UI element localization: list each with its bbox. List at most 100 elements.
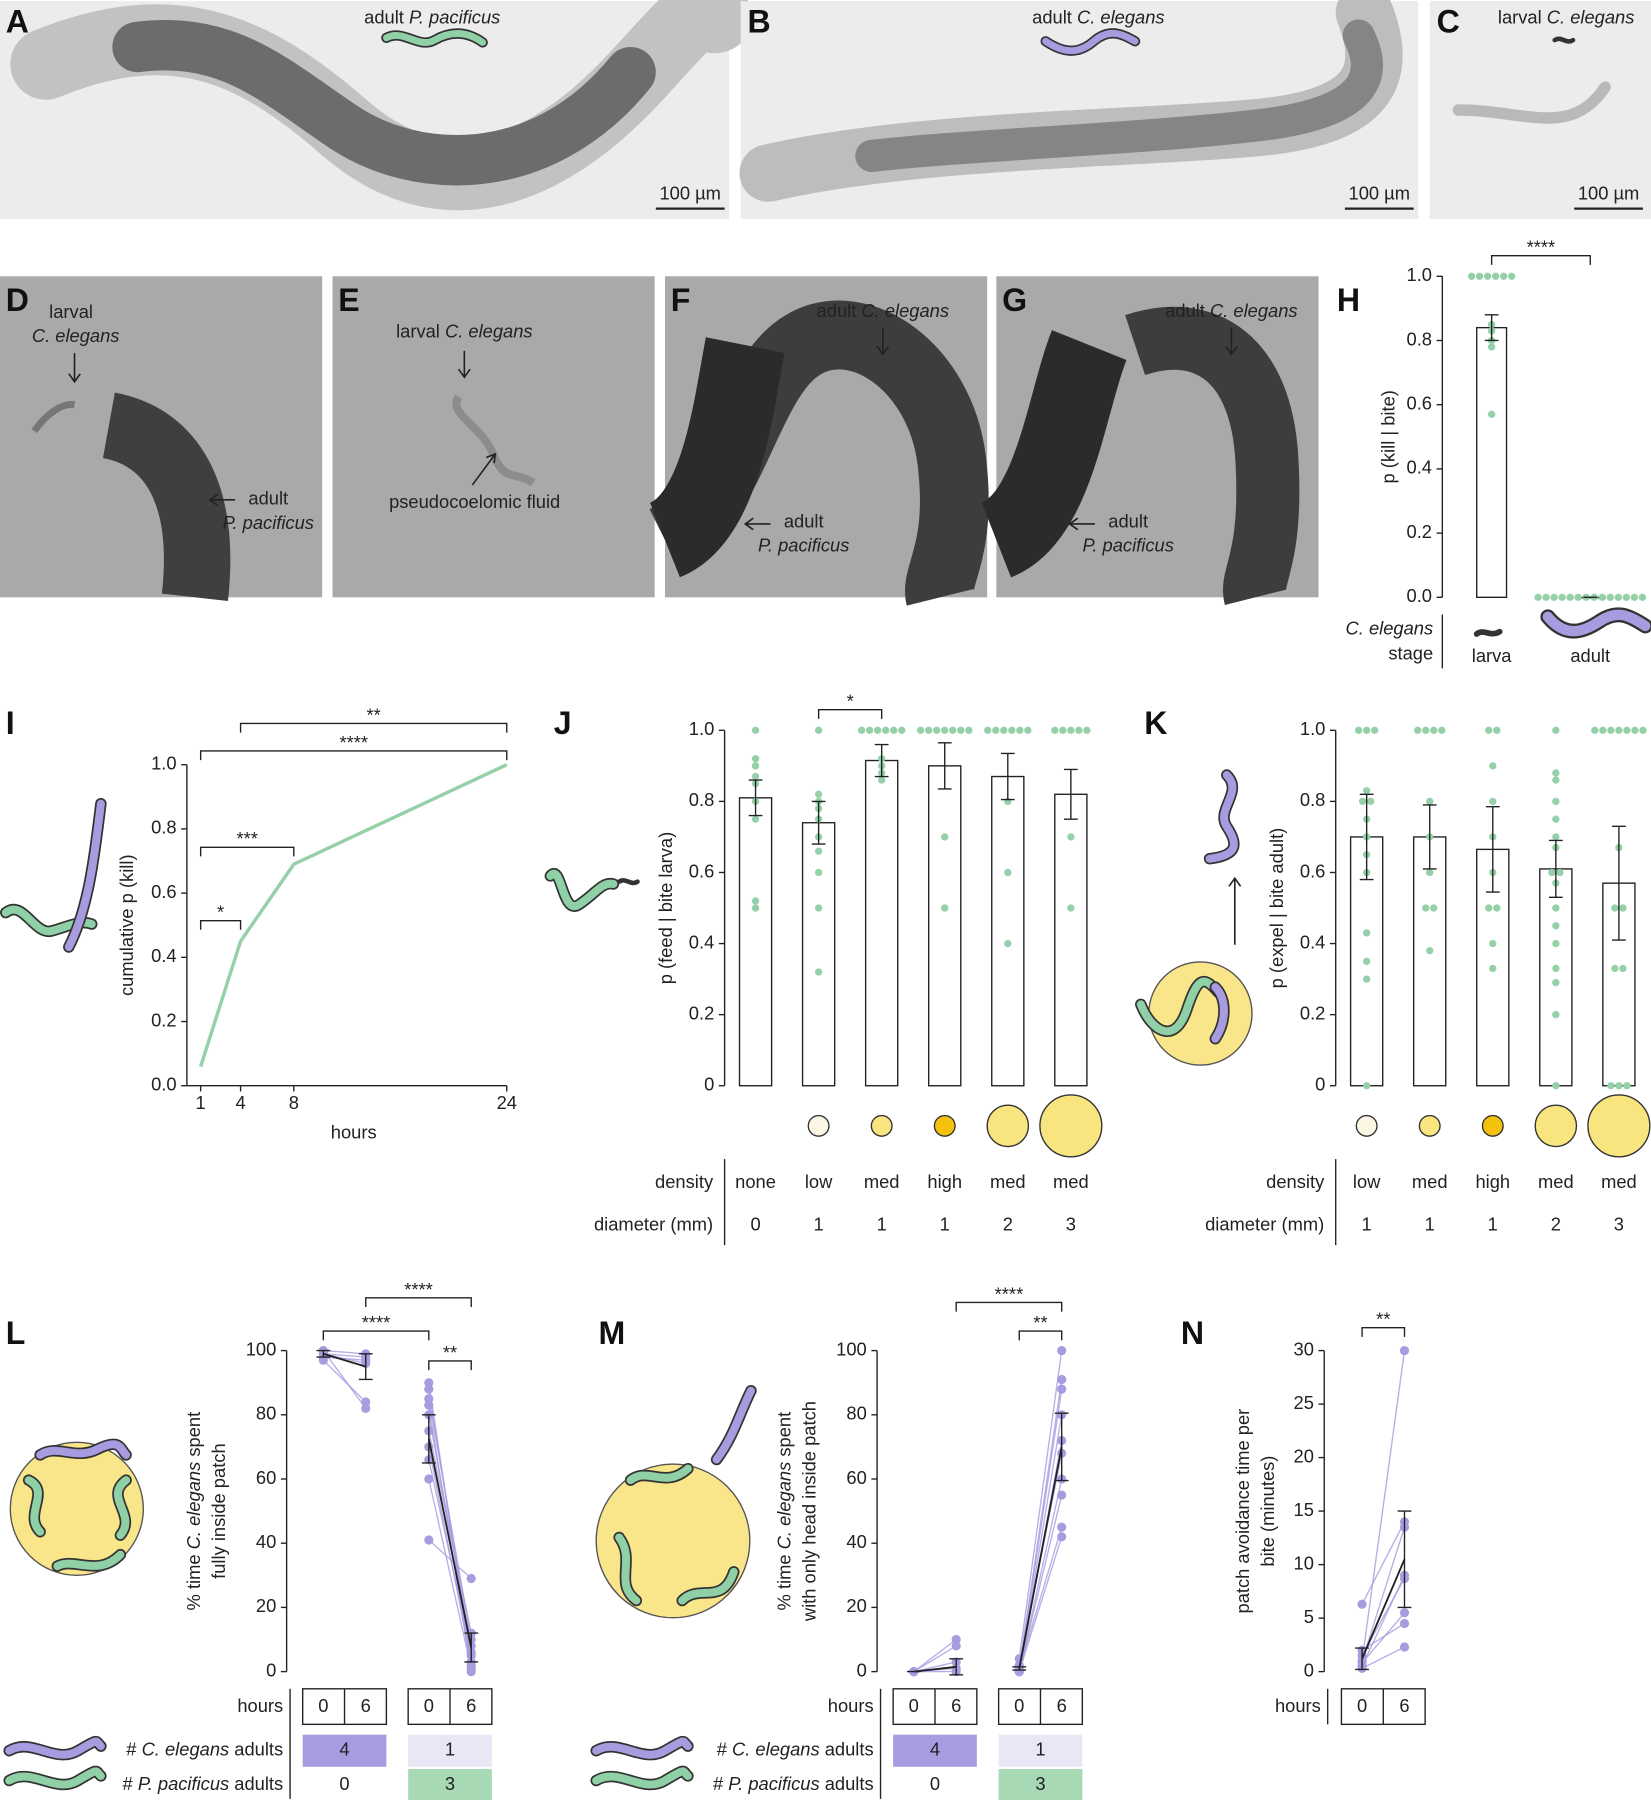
data-point bbox=[1552, 833, 1560, 841]
error-bar bbox=[1054, 1412, 1069, 1482]
worm-icon bbox=[1211, 983, 1228, 1043]
annotation-part: larval bbox=[396, 320, 445, 341]
data-point bbox=[1489, 797, 1497, 806]
data-point bbox=[424, 1474, 434, 1484]
annotation-part: C. elegans bbox=[1210, 300, 1298, 321]
data-point bbox=[1493, 904, 1501, 912]
data-point bbox=[1057, 1532, 1067, 1542]
diameter-label: 2 bbox=[1003, 1213, 1013, 1234]
data-point bbox=[1619, 904, 1627, 912]
significance-bracket bbox=[199, 846, 295, 857]
data-point bbox=[882, 726, 890, 734]
mean-line bbox=[913, 1665, 957, 1673]
y-tick-label: 40 bbox=[846, 1531, 866, 1552]
y-tick-label: 0.2 bbox=[1407, 521, 1432, 542]
data-point bbox=[1004, 939, 1012, 948]
row-label-part: adults bbox=[229, 1773, 283, 1794]
data-point bbox=[1414, 726, 1422, 734]
caption: adult P. pacificus bbox=[364, 6, 500, 27]
count-cell bbox=[893, 1734, 977, 1767]
data-point bbox=[1354, 726, 1363, 734]
line bbox=[199, 763, 508, 1067]
x-tick-label: 4 bbox=[235, 1092, 245, 1113]
diameter-label: 3 bbox=[1066, 1213, 1076, 1234]
y-tick-label: 0.4 bbox=[151, 945, 176, 966]
patch bbox=[9, 1441, 145, 1576]
count-cell bbox=[408, 1769, 492, 1800]
worm-icon bbox=[616, 878, 640, 886]
data-point bbox=[424, 1394, 434, 1404]
x-tick-label: 24 bbox=[497, 1092, 517, 1113]
cartoons bbox=[0, 607, 1651, 1791]
data-point bbox=[1558, 593, 1566, 601]
data-point bbox=[1550, 593, 1558, 601]
data-point bbox=[751, 762, 760, 770]
data-point bbox=[814, 904, 823, 912]
worm-icon bbox=[546, 869, 618, 911]
y-tick-label: 30 bbox=[1294, 1338, 1314, 1359]
error-bar bbox=[1359, 793, 1374, 881]
count-label: 3 bbox=[1035, 1773, 1045, 1794]
worm-icon bbox=[1473, 628, 1503, 637]
annotation: adult C. elegans bbox=[817, 300, 949, 321]
mean-line bbox=[427, 1438, 473, 1648]
pair-line bbox=[428, 1459, 472, 1653]
data-point bbox=[1024, 726, 1032, 734]
y-tick-label: 0.2 bbox=[689, 1002, 714, 1023]
data-point bbox=[984, 726, 992, 734]
diameter-label: 1 bbox=[814, 1213, 824, 1234]
panel-letter: A bbox=[6, 4, 29, 40]
y-axis-label: p (feed | bite larva) bbox=[655, 832, 676, 984]
data-point bbox=[1574, 593, 1582, 601]
panel-letter: J bbox=[554, 705, 572, 741]
data-point bbox=[1534, 593, 1542, 601]
data-point bbox=[865, 726, 874, 734]
data-point bbox=[1059, 726, 1067, 734]
panel-letter: K bbox=[1144, 705, 1167, 741]
y-tick-label: 0 bbox=[1315, 1074, 1325, 1095]
bar bbox=[864, 759, 899, 1087]
data-point bbox=[1075, 726, 1083, 734]
patch bbox=[595, 1463, 751, 1619]
data-point bbox=[1399, 1345, 1410, 1356]
count-cell bbox=[408, 1734, 492, 1767]
data-point bbox=[814, 790, 823, 798]
worm-icon bbox=[24, 1476, 45, 1536]
pair-line bbox=[1361, 1612, 1406, 1664]
hours-label: 6 bbox=[1057, 1695, 1067, 1716]
data-point bbox=[1615, 1082, 1623, 1090]
data-point bbox=[1362, 787, 1371, 795]
patch-icon bbox=[933, 1114, 956, 1137]
worm-image bbox=[1125, 306, 1300, 605]
data-point bbox=[1623, 726, 1631, 734]
data-point bbox=[1067, 726, 1075, 734]
arrow bbox=[471, 452, 497, 486]
data-point bbox=[466, 1667, 476, 1677]
count-label: 4 bbox=[930, 1739, 940, 1760]
error-bar bbox=[1355, 1647, 1369, 1671]
data-point bbox=[424, 1535, 434, 1545]
data-point bbox=[1008, 726, 1016, 734]
error-bar bbox=[1000, 752, 1015, 801]
significance-label: ** bbox=[1033, 1312, 1047, 1333]
worm-icon bbox=[5, 1767, 105, 1789]
data-point bbox=[424, 1384, 434, 1394]
arrow bbox=[208, 493, 236, 507]
error-bar bbox=[748, 779, 763, 817]
data-point bbox=[1489, 939, 1497, 948]
annotation-part: C. elegans bbox=[861, 300, 949, 321]
data-point bbox=[1057, 1384, 1067, 1394]
data-point bbox=[1467, 272, 1476, 280]
y-tick-label: 1.0 bbox=[151, 753, 176, 774]
data-point bbox=[1057, 1345, 1067, 1356]
data-point bbox=[1371, 726, 1379, 734]
significance-label: **** bbox=[995, 1283, 1024, 1304]
worm-icon bbox=[382, 30, 487, 46]
error-bar bbox=[1548, 839, 1563, 899]
error-bar bbox=[421, 1414, 436, 1464]
patch-icon bbox=[1534, 1104, 1578, 1148]
worm-icon bbox=[592, 1767, 692, 1789]
patch-icon bbox=[1418, 1114, 1441, 1137]
y-tick-label: 0.4 bbox=[1300, 931, 1325, 952]
bar bbox=[1412, 836, 1447, 1087]
